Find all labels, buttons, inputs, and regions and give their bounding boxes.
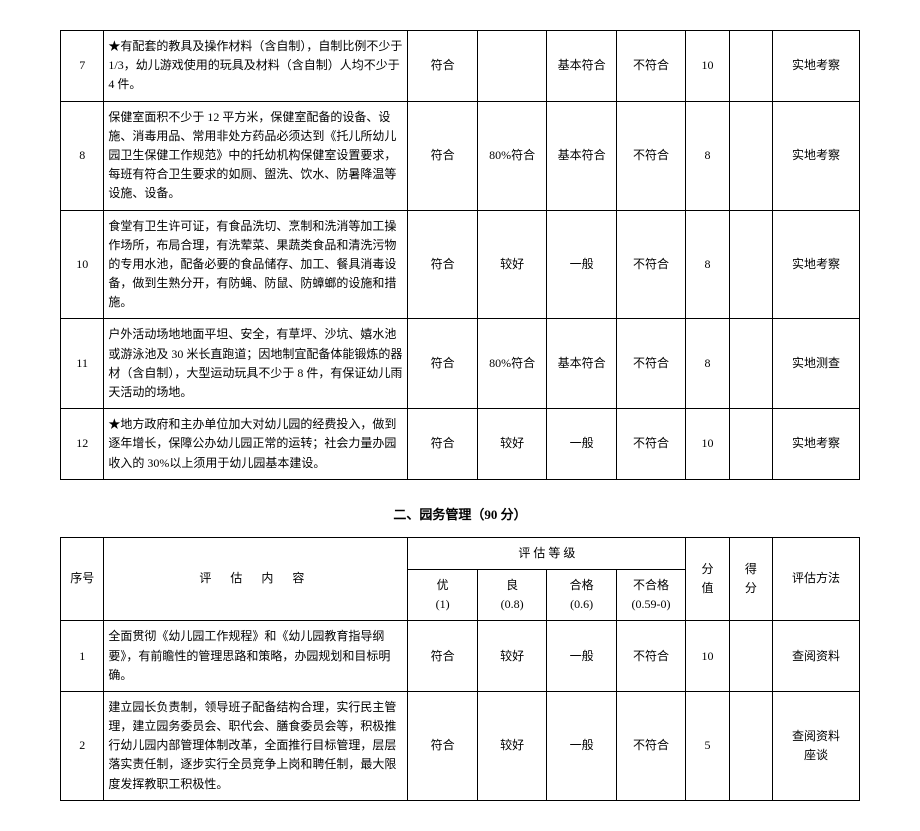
hdr-g4: 不合格 (0.59-0) [616, 569, 685, 620]
cell-content: ★有配套的教具及操作材料（含自制），自制比例不少于 1/3，幼儿游戏使用的玩具及… [104, 31, 408, 102]
cell-method: 实地测查 [773, 319, 860, 409]
hdr-got: 得 分 [729, 537, 772, 621]
cell-score: 10 [686, 409, 729, 480]
cell-score: 5 [686, 691, 729, 800]
cell-content: 保健室面积不少于 12 平方米，保健室配备的设备、设施、消毒用品、常用非处方药品… [104, 101, 408, 210]
cell-g2: 较好 [477, 691, 546, 800]
cell-g3: 一般 [547, 691, 616, 800]
cell-g3: 一般 [547, 621, 616, 692]
hdr-grades: 评 估 等 级 [408, 537, 686, 569]
table-row: 2建立园长负责制，领导班子配备结构合理，实行民主管理，建立园务委员会、职代会、膳… [61, 691, 860, 800]
section-2-title: 二、园务管理（90 分） [60, 504, 860, 523]
cell-content: 户外活动场地地面平坦、安全，有草坪、沙坑、嬉水池或游泳池及 30 米长直跑道；因… [104, 319, 408, 409]
cell-score: 8 [686, 210, 729, 319]
cell-g3: 一般 [547, 409, 616, 480]
evaluation-table-1: 7★有配套的教具及操作材料（含自制），自制比例不少于 1/3，幼儿游戏使用的玩具… [60, 30, 860, 480]
cell-content: 全面贯彻《幼儿园工作规程》和《幼儿园教育指导纲要》，有前瞻性的管理思路和策略，办… [104, 621, 408, 692]
cell-g2 [477, 31, 546, 102]
table-row: 7★有配套的教具及操作材料（含自制），自制比例不少于 1/3，幼儿游戏使用的玩具… [61, 31, 860, 102]
cell-got [729, 621, 772, 692]
cell-method: 实地考察 [773, 409, 860, 480]
cell-g1: 符合 [408, 691, 477, 800]
table-row: 10食堂有卫生许可证，有食品洗切、烹制和洗消等加工操作场所，布局合理，有洗荤菜、… [61, 210, 860, 319]
cell-got [729, 409, 772, 480]
cell-g4: 不符合 [616, 319, 685, 409]
cell-content: ★地方政府和主办单位加大对幼儿园的经费投入，做到逐年增长，保障公办幼儿园正常的运… [104, 409, 408, 480]
hdr-score: 分 值 [686, 537, 729, 621]
cell-g2: 80%符合 [477, 101, 546, 210]
cell-score: 8 [686, 319, 729, 409]
cell-g1: 符合 [408, 210, 477, 319]
cell-g2: 较好 [477, 621, 546, 692]
cell-g4: 不符合 [616, 409, 685, 480]
hdr-g2: 良 (0.8) [477, 569, 546, 620]
cell-method: 实地考察 [773, 210, 860, 319]
cell-idx: 7 [61, 31, 104, 102]
cell-got [729, 210, 772, 319]
cell-g1: 符合 [408, 101, 477, 210]
cell-g4: 不符合 [616, 101, 685, 210]
cell-g1: 符合 [408, 621, 477, 692]
cell-method: 查阅资料座谈 [773, 691, 860, 800]
cell-g4: 不符合 [616, 691, 685, 800]
cell-method: 查阅资料 [773, 621, 860, 692]
cell-idx: 2 [61, 691, 104, 800]
cell-g3: 一般 [547, 210, 616, 319]
cell-score: 10 [686, 31, 729, 102]
cell-g2: 80%符合 [477, 319, 546, 409]
table-row: 1全面贯彻《幼儿园工作规程》和《幼儿园教育指导纲要》，有前瞻性的管理思路和策略，… [61, 621, 860, 692]
cell-idx: 11 [61, 319, 104, 409]
cell-content: 建立园长负责制，领导班子配备结构合理，实行民主管理，建立园务委员会、职代会、膳食… [104, 691, 408, 800]
evaluation-table-2: 序号 评 估 内 容 评 估 等 级 分 值 得 分 评估方法 优 (1) 良 … [60, 537, 860, 801]
cell-content: 食堂有卫生许可证，有食品洗切、烹制和洗消等加工操作场所，布局合理，有洗荤菜、果蔬… [104, 210, 408, 319]
cell-g1: 符合 [408, 31, 477, 102]
cell-g3: 基本符合 [547, 101, 616, 210]
cell-method: 实地考察 [773, 101, 860, 210]
cell-g1: 符合 [408, 319, 477, 409]
cell-g1: 符合 [408, 409, 477, 480]
cell-idx: 10 [61, 210, 104, 319]
cell-g4: 不符合 [616, 31, 685, 102]
cell-score: 8 [686, 101, 729, 210]
cell-g4: 不符合 [616, 621, 685, 692]
cell-g2: 较好 [477, 409, 546, 480]
cell-idx: 8 [61, 101, 104, 210]
cell-got [729, 101, 772, 210]
table2-body: 1全面贯彻《幼儿园工作规程》和《幼儿园教育指导纲要》，有前瞻性的管理思路和策略，… [61, 621, 860, 801]
cell-g3: 基本符合 [547, 319, 616, 409]
cell-g4: 不符合 [616, 210, 685, 319]
cell-g3: 基本符合 [547, 31, 616, 102]
hdr-g3: 合格 (0.6) [547, 569, 616, 620]
cell-got [729, 691, 772, 800]
cell-score: 10 [686, 621, 729, 692]
table1-body: 7★有配套的教具及操作材料（含自制），自制比例不少于 1/3，幼儿游戏使用的玩具… [61, 31, 860, 480]
cell-method: 实地考察 [773, 31, 860, 102]
hdr-method: 评估方法 [773, 537, 860, 621]
cell-idx: 12 [61, 409, 104, 480]
hdr-idx: 序号 [61, 537, 104, 621]
hdr-g1: 优 (1) [408, 569, 477, 620]
table-row: 11户外活动场地地面平坦、安全，有草坪、沙坑、嬉水池或游泳池及 30 米长直跑道… [61, 319, 860, 409]
cell-got [729, 31, 772, 102]
hdr-content: 评 估 内 容 [104, 537, 408, 621]
table-row: 12★地方政府和主办单位加大对幼儿园的经费投入，做到逐年增长，保障公办幼儿园正常… [61, 409, 860, 480]
cell-got [729, 319, 772, 409]
cell-g2: 较好 [477, 210, 546, 319]
table2-header: 序号 评 估 内 容 评 估 等 级 分 值 得 分 评估方法 优 (1) 良 … [61, 537, 860, 621]
cell-idx: 1 [61, 621, 104, 692]
table-row: 8保健室面积不少于 12 平方米，保健室配备的设备、设施、消毒用品、常用非处方药… [61, 101, 860, 210]
